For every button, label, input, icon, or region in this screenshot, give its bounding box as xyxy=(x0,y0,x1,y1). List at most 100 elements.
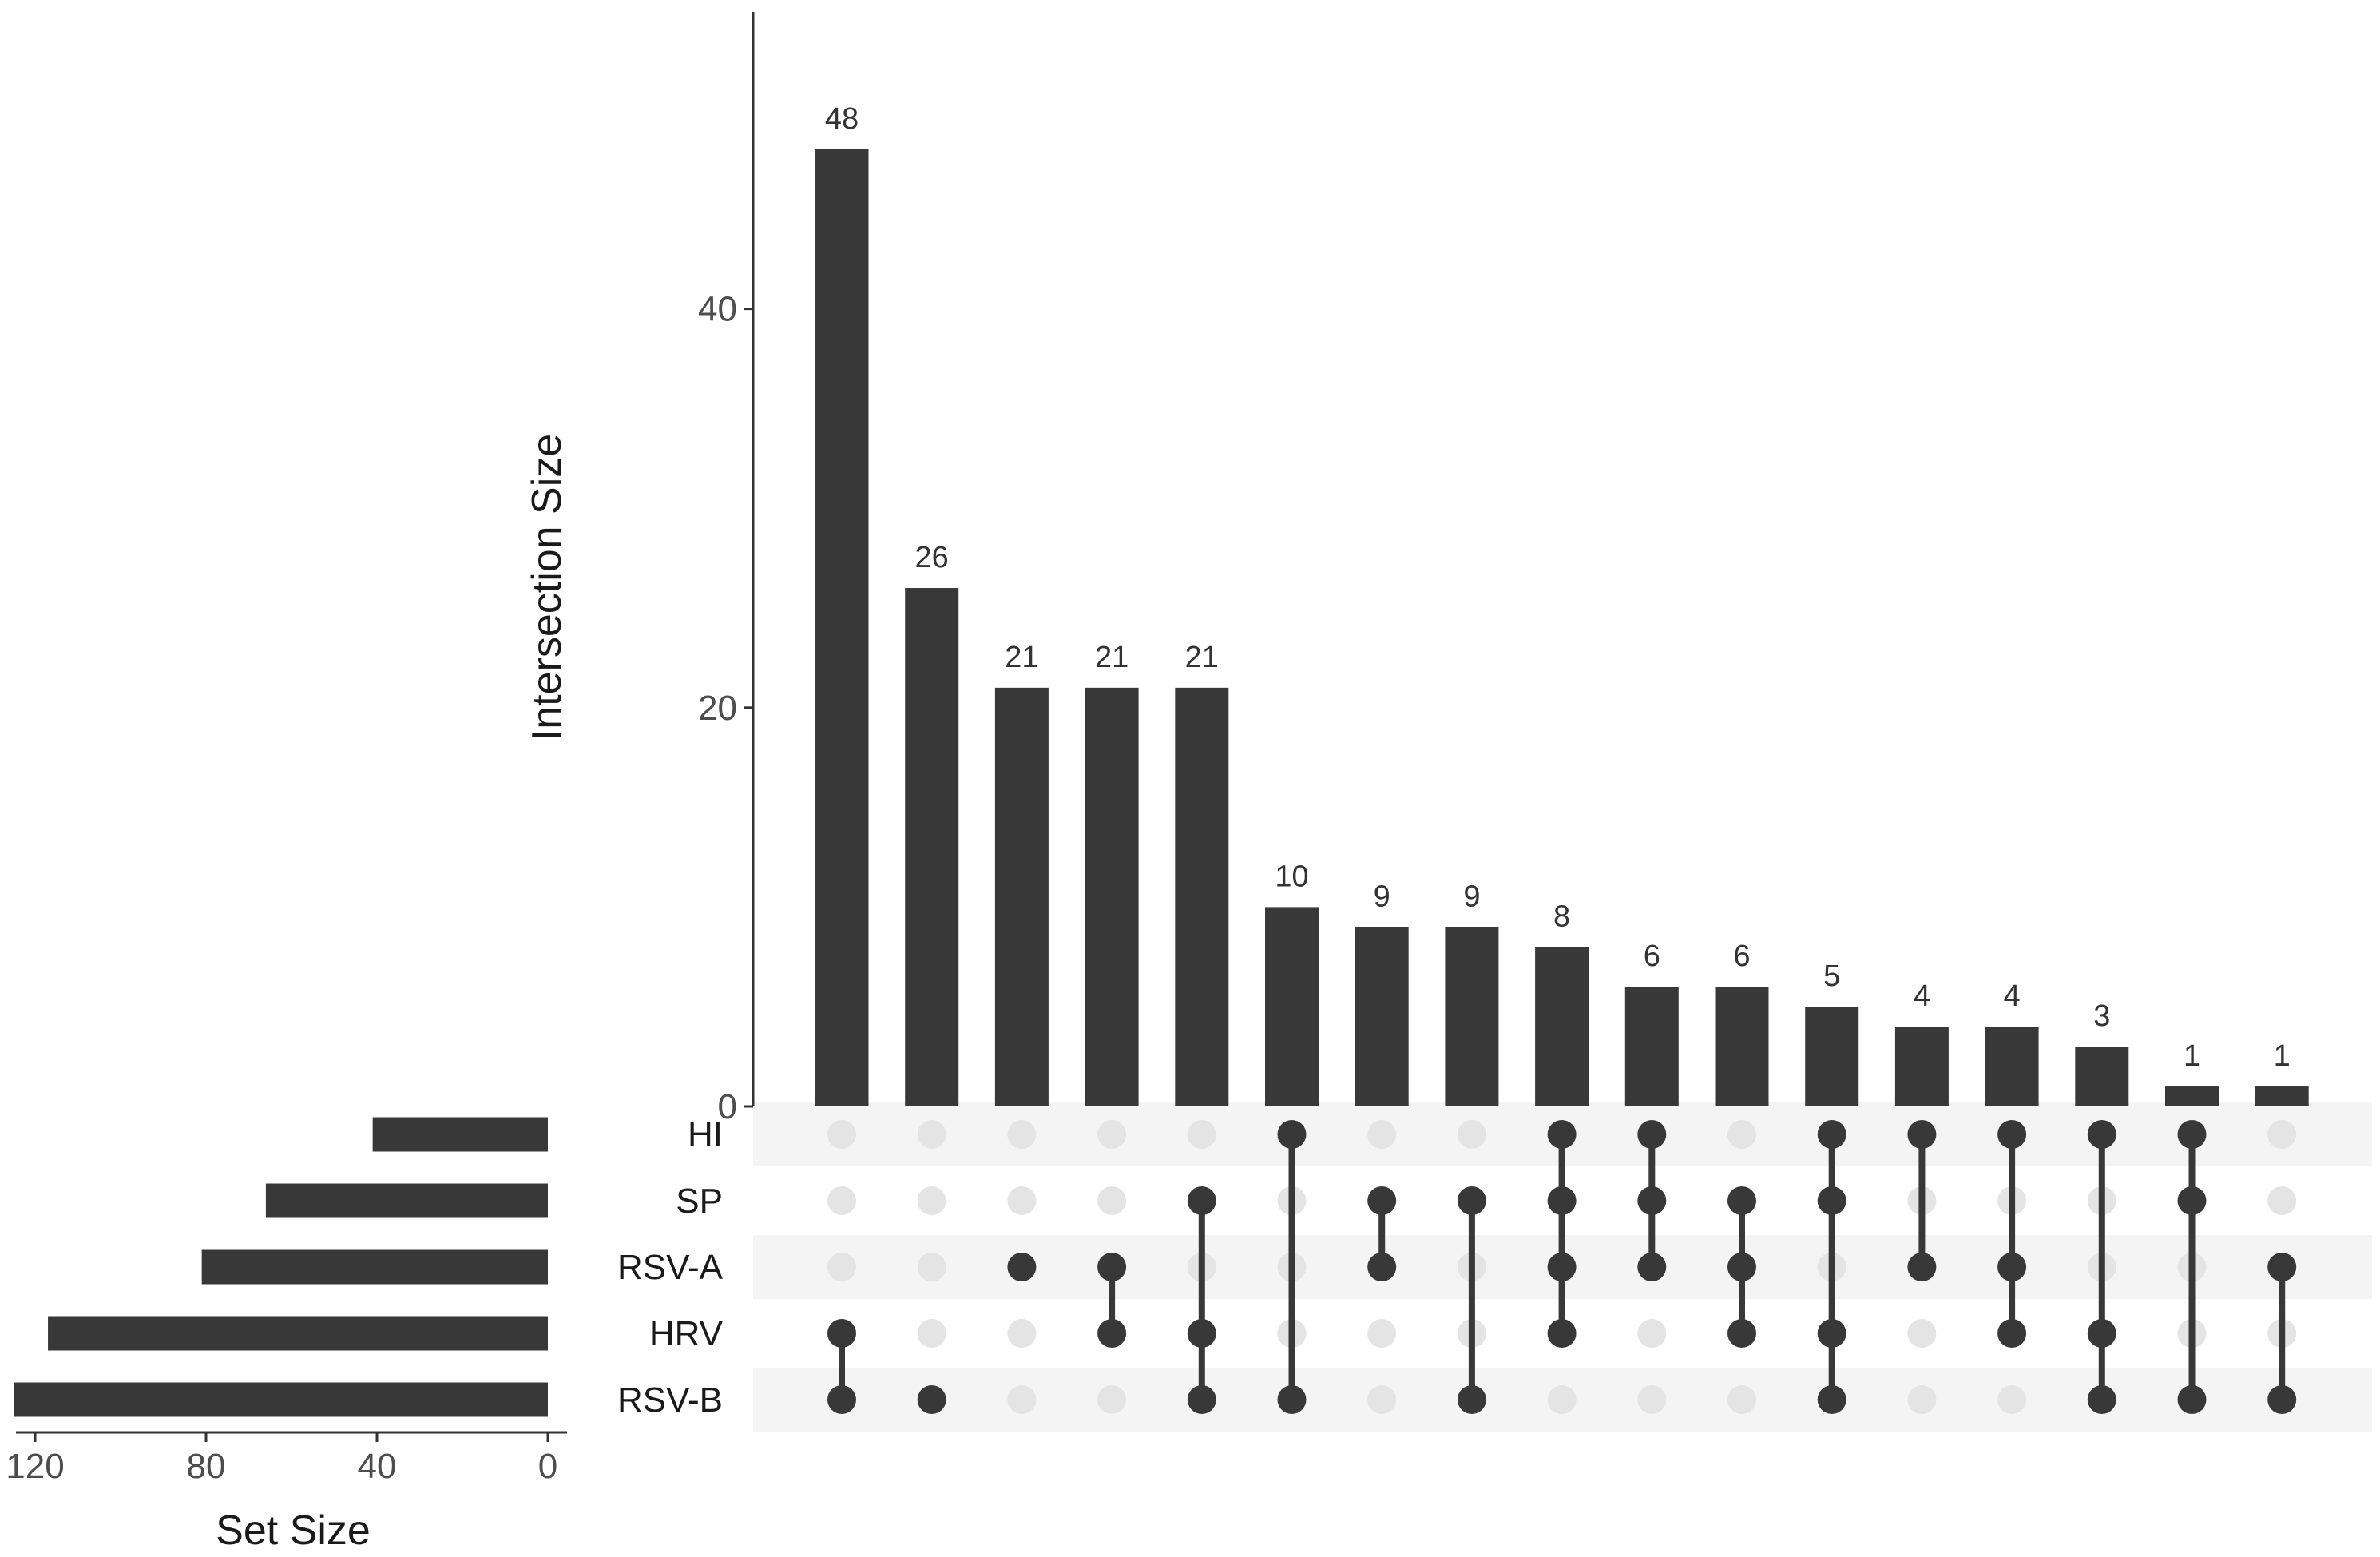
intersection-bar-label: 10 xyxy=(1275,860,1308,893)
matrix-dot-active xyxy=(1547,1120,1577,1149)
matrix-dot-active xyxy=(1457,1385,1486,1414)
matrix-dot-inactive xyxy=(1727,1120,1756,1149)
matrix-dot-active xyxy=(1637,1120,1667,1149)
matrix-dot-active xyxy=(1457,1186,1486,1215)
matrix-dot-inactive xyxy=(827,1120,856,1149)
matrix-dot-active xyxy=(1727,1319,1756,1348)
matrix-dot-inactive xyxy=(1097,1186,1127,1215)
set-size-bars xyxy=(14,1117,549,1417)
set-labels: HI SP RSV-A HRV RSV-B xyxy=(617,1115,724,1420)
intersection-bar-label: 1 xyxy=(2184,1039,2200,1073)
intersection-bar xyxy=(1894,1027,1949,1106)
matrix-dot-inactive xyxy=(1457,1120,1486,1149)
set-size-bar xyxy=(48,1316,549,1351)
set-label: RSV-B xyxy=(617,1380,723,1420)
matrix-dot-active xyxy=(1097,1319,1127,1348)
matrix-dot-active xyxy=(1187,1186,1216,1215)
matrix-dot-inactive xyxy=(1547,1385,1577,1414)
intersection-bar xyxy=(994,687,1049,1106)
intersection-bar xyxy=(1535,947,1589,1106)
matrix-dot-inactive xyxy=(1367,1319,1397,1348)
y-tick-label: 0 xyxy=(718,1087,737,1126)
matrix-dot-active xyxy=(1547,1186,1577,1215)
matrix-dot-inactive xyxy=(827,1186,856,1215)
intersection-bar-label: 4 xyxy=(2004,979,2021,1013)
set-tick-label: 80 xyxy=(187,1447,226,1486)
matrix-dot-active xyxy=(1817,1186,1846,1215)
matrix-dot-inactive xyxy=(1007,1186,1037,1215)
set-size-bar xyxy=(372,1117,548,1152)
matrix-dot-active xyxy=(1637,1253,1667,1281)
intersection-bar-label: 9 xyxy=(1374,880,1390,913)
matrix-dot-active xyxy=(2267,1385,2297,1414)
matrix-dot-active xyxy=(1547,1253,1577,1281)
intersection-bar xyxy=(1715,987,1769,1106)
set-label: RSV-A xyxy=(617,1248,724,1287)
intersection-axis: 0 20 40 xyxy=(698,12,755,1126)
y-tick-label: 40 xyxy=(698,290,737,329)
matrix-dot-inactive xyxy=(1007,1385,1037,1414)
intersection-bar-label: 5 xyxy=(1823,959,1840,993)
matrix-dot-active xyxy=(1727,1253,1756,1281)
matrix-dot-inactive xyxy=(1187,1120,1216,1149)
matrix-dot-active xyxy=(1547,1319,1577,1348)
intersection-bar-label: 9 xyxy=(1463,880,1480,913)
matrix-dot-active xyxy=(1907,1120,1937,1149)
matrix-dot-active xyxy=(1007,1253,1037,1281)
matrix-dot-active xyxy=(1997,1253,2027,1281)
matrix-dot-active xyxy=(1277,1385,1307,1414)
matrix-dot-active xyxy=(2087,1120,2116,1149)
matrix-dot-inactive xyxy=(827,1253,856,1281)
intersection-bar-label: 4 xyxy=(1914,979,1930,1013)
matrix-dot-active xyxy=(1187,1385,1216,1414)
matrix-dot-inactive xyxy=(917,1253,946,1281)
set-size-axis: 120 80 40 0 xyxy=(6,1431,567,1486)
matrix-dot-active xyxy=(1367,1186,1397,1215)
matrix-dot-active xyxy=(1907,1253,1937,1281)
intersection-bar xyxy=(905,588,959,1106)
intersection-bar xyxy=(1265,907,1319,1106)
set-label: SP xyxy=(676,1182,723,1221)
intersection-bar-label: 26 xyxy=(915,541,949,574)
matrix-dot-active xyxy=(1277,1120,1307,1149)
intersection-bar xyxy=(1355,927,1409,1106)
set-tick-label: 120 xyxy=(6,1447,64,1486)
intersection-bar-label: 3 xyxy=(2093,999,2110,1033)
set-tick-label: 40 xyxy=(358,1447,397,1486)
matrix-dot-active xyxy=(917,1385,946,1414)
matrix-dot-inactive xyxy=(917,1120,946,1149)
matrix-dot-active xyxy=(1187,1319,1216,1348)
y-axis-title: Intersection Size xyxy=(524,434,570,741)
y-tick-label: 20 xyxy=(698,689,737,728)
matrix-dot-active xyxy=(2087,1385,2116,1414)
matrix-dot-active xyxy=(2267,1253,2297,1281)
matrix-dot-inactive xyxy=(917,1186,946,1215)
matrix-dot-active xyxy=(2177,1385,2207,1414)
matrix-dot-active xyxy=(1367,1253,1397,1281)
matrix-dot-inactive xyxy=(1997,1385,2027,1414)
matrix-dot-active xyxy=(1817,1385,1846,1414)
intersection-bar-label: 6 xyxy=(1733,939,1750,973)
intersection-bar xyxy=(815,149,869,1106)
intersection-bar xyxy=(2165,1086,2219,1106)
intersection-bar xyxy=(2075,1047,2129,1106)
matrix-dot-inactive xyxy=(2267,1186,2297,1215)
matrix-dot-inactive xyxy=(1907,1319,1937,1348)
matrix-dot-inactive xyxy=(1367,1385,1397,1414)
intersection-bar xyxy=(1175,687,1229,1106)
intersection-bar-label: 48 xyxy=(825,102,859,136)
intersection-bar xyxy=(1805,1007,1859,1106)
matrix-dot-inactive xyxy=(917,1319,946,1348)
matrix-dot-inactive xyxy=(1097,1385,1127,1414)
matrix-dot-active xyxy=(827,1385,856,1414)
intersection-bar-label: 1 xyxy=(2274,1039,2291,1073)
intersection-bar xyxy=(1624,987,1679,1106)
matrix-dot-inactive xyxy=(1097,1120,1127,1149)
matrix-dot-inactive xyxy=(2267,1120,2297,1149)
matrix-dot-inactive xyxy=(1007,1319,1037,1348)
matrix-dot-inactive xyxy=(1637,1385,1667,1414)
matrix-dot-active xyxy=(1817,1319,1846,1348)
set-size-bar xyxy=(201,1249,548,1285)
intersection-bar-label: 6 xyxy=(1644,939,1660,973)
intersection-bar xyxy=(2255,1086,2309,1106)
